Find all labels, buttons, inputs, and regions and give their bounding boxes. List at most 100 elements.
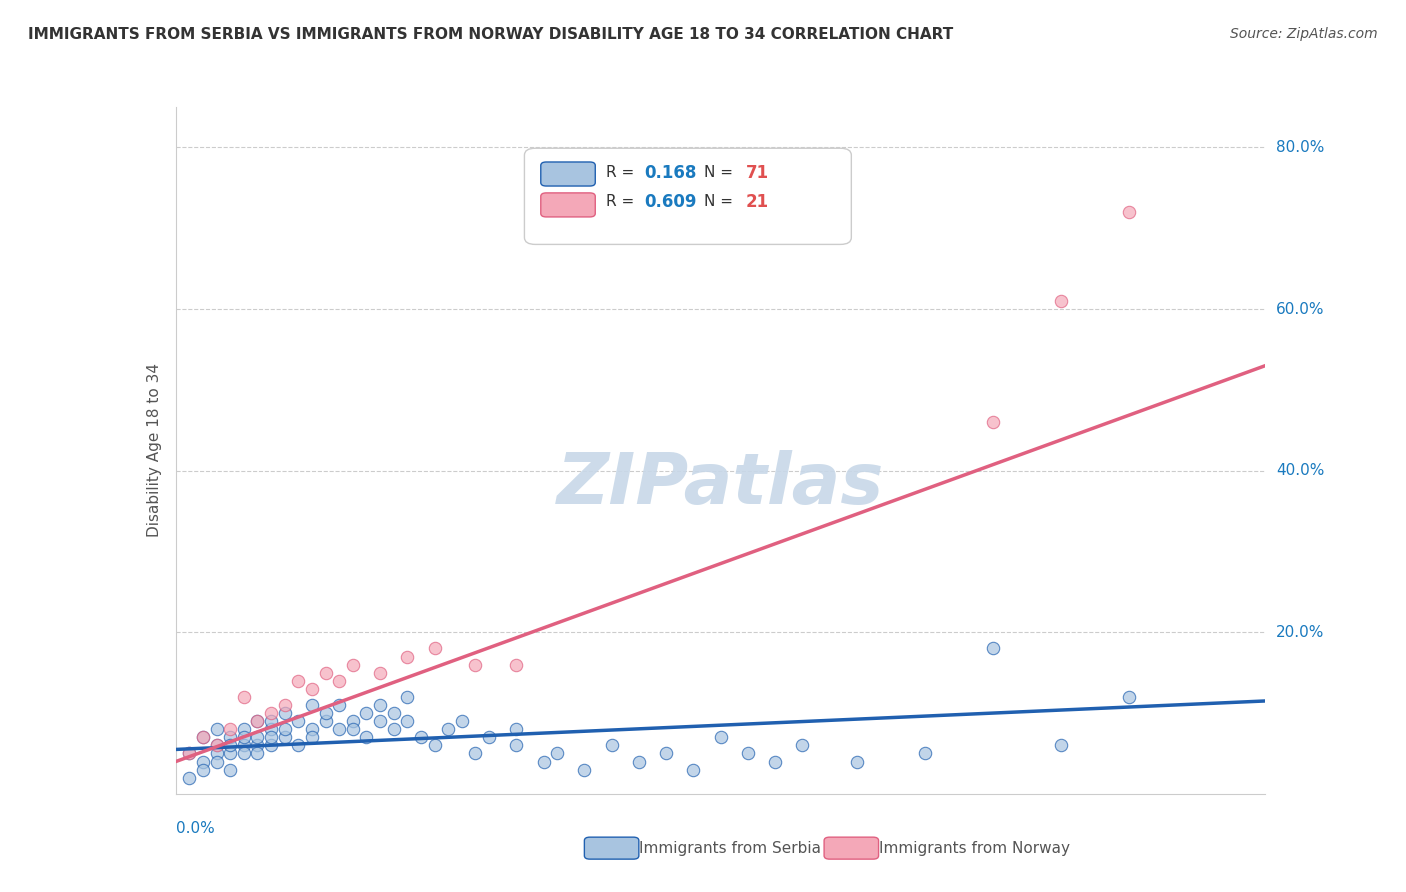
Point	[1118, 690, 1140, 704]
Point	[423, 641, 446, 656]
Text: R =: R =	[606, 194, 640, 210]
Y-axis label: Disability Age 18 to 34: Disability Age 18 to 34	[146, 363, 162, 538]
Point	[710, 731, 733, 745]
Text: 21: 21	[745, 193, 769, 211]
Point	[205, 747, 228, 761]
Point	[260, 706, 283, 720]
Text: N =: N =	[704, 194, 738, 210]
Point	[315, 714, 337, 728]
FancyBboxPatch shape	[524, 148, 852, 244]
Point	[287, 739, 309, 753]
Text: 40.0%: 40.0%	[1277, 463, 1324, 478]
Point	[246, 714, 269, 728]
Point	[191, 755, 214, 769]
Point	[205, 755, 228, 769]
Point	[301, 723, 323, 737]
Point	[260, 731, 283, 745]
Point	[505, 723, 527, 737]
Point	[219, 723, 242, 737]
Point	[763, 755, 786, 769]
Point	[1050, 739, 1073, 753]
Point	[232, 747, 254, 761]
Point	[396, 690, 419, 704]
FancyBboxPatch shape	[824, 838, 879, 859]
Point	[232, 739, 254, 753]
FancyBboxPatch shape	[541, 193, 595, 217]
Point	[191, 731, 214, 745]
Point	[382, 706, 405, 720]
Point	[191, 763, 214, 777]
Point	[627, 755, 650, 769]
Text: 60.0%: 60.0%	[1277, 301, 1324, 317]
Point	[260, 723, 283, 737]
Point	[232, 723, 254, 737]
Point	[368, 698, 391, 712]
Point	[981, 415, 1004, 429]
Point	[191, 731, 214, 745]
Point	[914, 747, 936, 761]
Point	[505, 657, 527, 672]
Point	[396, 649, 419, 664]
Point	[246, 739, 269, 753]
Point	[328, 698, 350, 712]
Point	[205, 723, 228, 737]
Point	[246, 714, 269, 728]
Point	[981, 641, 1004, 656]
Point	[682, 763, 704, 777]
Point	[1118, 205, 1140, 219]
Point	[845, 755, 868, 769]
Point	[287, 714, 309, 728]
Text: Immigrants from Serbia: Immigrants from Serbia	[638, 840, 821, 855]
Point	[246, 731, 269, 745]
Point	[450, 714, 472, 728]
Text: ZIPatlas: ZIPatlas	[557, 450, 884, 519]
Point	[301, 698, 323, 712]
Point	[382, 723, 405, 737]
Point	[368, 714, 391, 728]
Point	[437, 723, 460, 737]
Point	[533, 755, 555, 769]
Text: 20.0%: 20.0%	[1277, 624, 1324, 640]
Point	[301, 731, 323, 745]
Text: N =: N =	[704, 166, 738, 180]
Text: R =: R =	[606, 166, 640, 180]
Point	[315, 665, 337, 680]
Point	[219, 731, 242, 745]
FancyBboxPatch shape	[541, 162, 595, 186]
Point	[505, 739, 527, 753]
Point	[301, 681, 323, 696]
Point	[219, 763, 242, 777]
Point	[328, 723, 350, 737]
Point	[232, 690, 254, 704]
Point	[179, 747, 201, 761]
Point	[219, 747, 242, 761]
Point	[396, 714, 419, 728]
Point	[274, 706, 297, 720]
Point	[792, 739, 814, 753]
Text: 0.168: 0.168	[644, 164, 697, 182]
Point	[342, 714, 364, 728]
Point	[464, 657, 486, 672]
Point	[219, 739, 242, 753]
Point	[356, 706, 378, 720]
Point	[205, 739, 228, 753]
Point	[315, 706, 337, 720]
Text: Source: ZipAtlas.com: Source: ZipAtlas.com	[1230, 27, 1378, 41]
Point	[600, 739, 623, 753]
Point	[274, 723, 297, 737]
Point	[655, 747, 678, 761]
Point	[232, 731, 254, 745]
FancyBboxPatch shape	[585, 838, 638, 859]
Point	[328, 673, 350, 688]
Point	[179, 747, 201, 761]
Point	[260, 739, 283, 753]
Point	[342, 723, 364, 737]
Point	[546, 747, 568, 761]
Text: 80.0%: 80.0%	[1277, 140, 1324, 155]
Text: 71: 71	[745, 164, 769, 182]
Text: 0.0%: 0.0%	[176, 822, 215, 837]
Point	[274, 731, 297, 745]
Point	[274, 698, 297, 712]
Point	[1050, 293, 1073, 308]
Text: IMMIGRANTS FROM SERBIA VS IMMIGRANTS FROM NORWAY DISABILITY AGE 18 TO 34 CORRELA: IMMIGRANTS FROM SERBIA VS IMMIGRANTS FRO…	[28, 27, 953, 42]
